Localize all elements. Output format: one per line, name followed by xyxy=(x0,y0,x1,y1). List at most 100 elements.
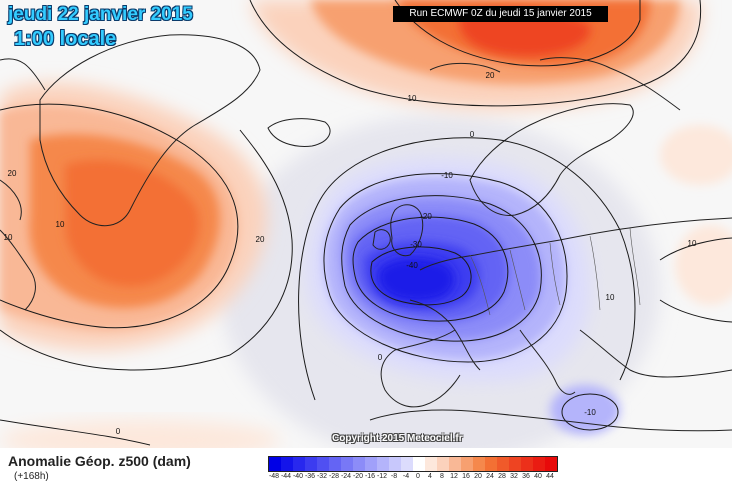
europe-outline xyxy=(380,217,732,408)
legend-subtitle: (+168h) xyxy=(14,471,49,482)
contour-minus-10-se xyxy=(561,393,619,431)
britain-outline xyxy=(390,204,424,257)
color-swatch xyxy=(293,457,305,471)
arctic-islands-outline xyxy=(429,57,681,111)
contour-label: 10 xyxy=(4,233,13,242)
legend-title: Anomalie Géop. z500 (dam) xyxy=(8,453,191,469)
contour-label: -40 xyxy=(406,261,418,270)
contour-10-east xyxy=(659,237,732,323)
contour-label: 0 xyxy=(116,427,121,436)
color-swatch xyxy=(269,457,281,471)
color-scale-tick: -12 xyxy=(376,473,388,480)
color-swatch xyxy=(365,457,377,471)
color-scale xyxy=(268,456,558,472)
contour-10-north xyxy=(249,0,702,107)
color-swatch xyxy=(413,457,425,471)
color-scale-tick: 24 xyxy=(486,473,494,480)
color-scale-ticks: -48 -44 -40 -36 -32 -28 -24 -20 -16 -12 -8 -4 0 4 8 12 1… xyxy=(268,473,594,483)
color-scale-tick: 40 xyxy=(534,473,542,480)
contour-20-west xyxy=(0,103,239,329)
color-scale-tick: -40 xyxy=(292,473,304,480)
color-swatch xyxy=(329,457,341,471)
north-africa-outline xyxy=(369,409,732,432)
color-swatch xyxy=(461,457,473,471)
color-swatch xyxy=(485,457,497,471)
color-swatch xyxy=(473,457,485,471)
model-run-label: Run ECMWF 0Z du jeudi 15 janvier 2015 xyxy=(393,6,608,22)
color-swatch xyxy=(497,457,509,471)
color-swatch xyxy=(401,457,413,471)
contour-0-sw xyxy=(0,419,151,446)
color-scale-tick: 28 xyxy=(498,473,506,480)
contour-minus-30 xyxy=(352,216,509,322)
color-swatch xyxy=(389,457,401,471)
contour-label: 20 xyxy=(256,235,265,244)
color-scale-tick: 8 xyxy=(440,473,444,480)
color-swatch xyxy=(521,457,533,471)
contour-label: 10 xyxy=(56,220,65,229)
contour-label: -10 xyxy=(441,171,453,180)
country-borders xyxy=(469,227,641,316)
contour-label: 0 xyxy=(378,353,383,362)
ireland-outline xyxy=(372,229,391,250)
color-scale-tick: 20 xyxy=(474,473,482,480)
color-swatch xyxy=(425,457,437,471)
color-scale-tick: -20 xyxy=(352,473,364,480)
italy-outline xyxy=(519,329,576,395)
contour-label: -10 xyxy=(584,408,596,417)
contour-lines xyxy=(0,0,732,446)
balkans-outline xyxy=(579,329,732,378)
canada-outline xyxy=(0,58,46,311)
color-scale-tick: -8 xyxy=(390,473,398,480)
contour-labels: 20 10 20 10 20 0 -10 -20 -30 -40 10 0 10 -10 0 10 xyxy=(4,71,697,436)
color-scale-tick: 12 xyxy=(450,473,458,480)
color-swatch xyxy=(305,457,317,471)
color-scale-tick: 0 xyxy=(416,473,420,480)
greenland-outline xyxy=(39,34,261,227)
legend-footer: Anomalie Géop. z500 (dam) (+168h) -48 -44… xyxy=(0,448,732,488)
contour-label: 10 xyxy=(606,293,615,302)
contour-minus-20 xyxy=(341,195,542,342)
color-swatch xyxy=(437,457,449,471)
color-scale-tick: -36 xyxy=(304,473,316,480)
contour-label: 10 xyxy=(408,94,417,103)
color-swatch xyxy=(449,457,461,471)
color-swatch xyxy=(353,457,365,471)
contour-label: -30 xyxy=(410,240,422,249)
copyright-watermark: Copyright 2015 Meteociel.fr xyxy=(332,433,463,444)
contour-label: 20 xyxy=(486,71,495,80)
contour-minus-40 xyxy=(370,246,472,306)
color-scale-tick: -28 xyxy=(328,473,340,480)
forecast-date: jeudi 22 janvier 2015 xyxy=(8,4,193,25)
color-scale-tick: -44 xyxy=(280,473,292,480)
color-scale-tick: -32 xyxy=(316,473,328,480)
color-swatch xyxy=(533,457,545,471)
iceland-outline xyxy=(267,118,331,147)
geopotential-anomaly-map: 20 10 20 10 20 0 -10 -20 -30 -40 10 0 10 -10 0 10 xyxy=(0,0,732,448)
color-swatch xyxy=(341,457,353,471)
contour-label: 20 xyxy=(8,169,17,178)
scandinavia-outline xyxy=(469,103,634,216)
contour-label: 0 xyxy=(470,130,475,139)
color-scale-tick: 32 xyxy=(510,473,518,480)
color-scale-tick: 36 xyxy=(522,473,530,480)
color-scale-tick: -24 xyxy=(340,473,352,480)
contour-0 xyxy=(298,137,636,401)
contour-label: 10 xyxy=(688,239,697,248)
coastlines xyxy=(0,34,732,432)
color-swatch xyxy=(317,457,329,471)
color-scale-tick: -4 xyxy=(402,473,410,480)
color-scale-tick: 4 xyxy=(428,473,432,480)
color-swatch xyxy=(509,457,521,471)
color-swatch xyxy=(545,457,557,471)
forecast-time: 1:00 locale xyxy=(14,28,117,50)
color-swatch xyxy=(281,457,293,471)
contour-20-north xyxy=(394,0,641,67)
color-scale-tick: 44 xyxy=(546,473,554,480)
color-swatch xyxy=(377,457,389,471)
color-scale-tick: -16 xyxy=(364,473,376,480)
contour-10-west xyxy=(0,129,293,371)
color-scale-tick: 16 xyxy=(462,473,470,480)
color-scale-tick: -48 xyxy=(268,473,280,480)
contour-minus-10 xyxy=(323,173,568,363)
